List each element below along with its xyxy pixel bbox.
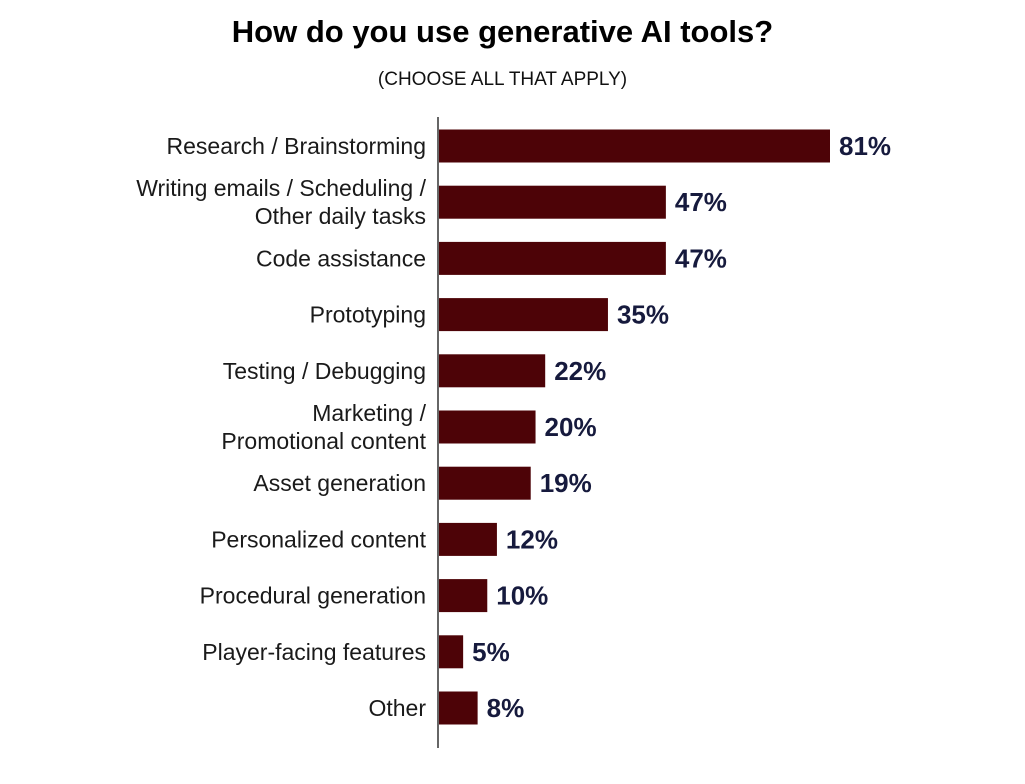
bar-value-label: 22% xyxy=(554,356,606,386)
category-label: Asset generation xyxy=(253,470,426,496)
bar-value-label: 8% xyxy=(487,693,525,723)
bar-value-label: 81% xyxy=(839,131,891,161)
bar-value-label: 10% xyxy=(496,581,548,611)
chart-subtitle: (CHOOSE ALL THAT APPLY) xyxy=(377,69,628,90)
bar-value-label: 20% xyxy=(545,412,597,442)
category-label: Research / Brainstorming xyxy=(167,133,427,159)
category-label: Personalized content xyxy=(211,526,426,552)
bar-value-label: 19% xyxy=(540,468,592,498)
bar xyxy=(439,129,830,163)
bar xyxy=(439,354,546,388)
bar xyxy=(439,579,488,613)
category-label: Writing emails / Scheduling / xyxy=(136,175,426,201)
category-label: Marketing / xyxy=(312,400,426,426)
chart-title: How do you use generative AI tools? xyxy=(231,14,774,49)
category-label: Promotional content xyxy=(221,428,426,454)
bar xyxy=(439,522,497,556)
category-label: Other daily tasks xyxy=(255,203,426,229)
bar xyxy=(439,410,536,444)
category-label: Code assistance xyxy=(256,245,426,271)
bar-value-label: 5% xyxy=(472,637,510,667)
bar xyxy=(439,185,666,219)
bar xyxy=(439,241,666,275)
bar xyxy=(439,466,531,500)
bar-value-label: 35% xyxy=(617,300,669,330)
bar xyxy=(439,691,478,725)
bar-value-label: 47% xyxy=(675,187,727,217)
category-label: Testing / Debugging xyxy=(223,358,426,384)
bar-value-label: 47% xyxy=(675,243,727,273)
bar-value-label: 12% xyxy=(506,524,558,554)
category-label: Procedural generation xyxy=(200,583,426,609)
category-label: Player-facing features xyxy=(202,639,426,665)
bar xyxy=(439,635,464,669)
bar xyxy=(439,298,608,332)
category-label: Other xyxy=(368,695,426,721)
category-label: Prototyping xyxy=(310,302,426,328)
